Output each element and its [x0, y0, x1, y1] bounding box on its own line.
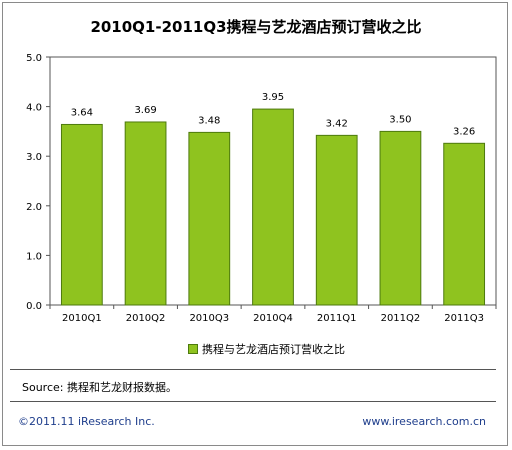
data-label: 3.50 [389, 114, 411, 125]
bar [379, 130, 422, 306]
x-tick-label: 2011Q2 [381, 313, 421, 324]
divider-top [10, 369, 496, 370]
x-tick-label: 2011Q1 [317, 313, 357, 324]
data-label: 3.42 [326, 118, 348, 129]
chart-frame [2, 2, 508, 446]
y-tick-label: 4.0 [26, 103, 42, 114]
data-label: 3.48 [198, 115, 220, 126]
bar [60, 123, 103, 306]
data-label: 3.69 [134, 105, 156, 116]
y-tick-label: 5.0 [26, 53, 42, 64]
y-tick-label: 2.0 [26, 202, 42, 213]
x-tick-label: 2011Q3 [444, 313, 484, 324]
y-tick-label: 3.0 [26, 152, 42, 163]
x-tick-label: 2010Q4 [253, 313, 293, 324]
data-label: 3.26 [453, 126, 475, 137]
website-link[interactable]: www.iresearch.com.cn [362, 415, 486, 428]
x-tick-label: 2010Q2 [126, 313, 166, 324]
x-tick-label: 2010Q1 [62, 313, 102, 324]
copyright: ©2011.11 iResearch Inc. [18, 415, 155, 428]
y-tick-label: 0.0 [26, 301, 42, 312]
data-label: 3.95 [262, 92, 284, 103]
divider-bottom [10, 401, 496, 402]
bar-chart: 0.0 1.0 2.0 3.0 4.0 5.0 3.64 2010Q1 3.69 2010Q2 3.… [26, 53, 497, 324]
y-tick-label: 1.0 [26, 251, 42, 262]
legend-swatch [188, 344, 198, 354]
data-label: 3.64 [71, 107, 93, 118]
bar [315, 134, 358, 306]
chart-title: 2010Q1-2011Q3携程与艺龙酒店预订营收之比 [90, 18, 422, 36]
source-note: Source: 携程和艺龙财报数据。 [22, 381, 177, 394]
legend-label: 携程与艺龙酒店预订营收之比 [202, 343, 345, 356]
x-tick-label: 2010Q3 [189, 313, 229, 324]
legend: 携程与艺龙酒店预订营收之比 [188, 341, 345, 357]
bar [443, 142, 486, 306]
bar [252, 108, 294, 306]
bar [124, 121, 167, 306]
bar [188, 131, 231, 306]
